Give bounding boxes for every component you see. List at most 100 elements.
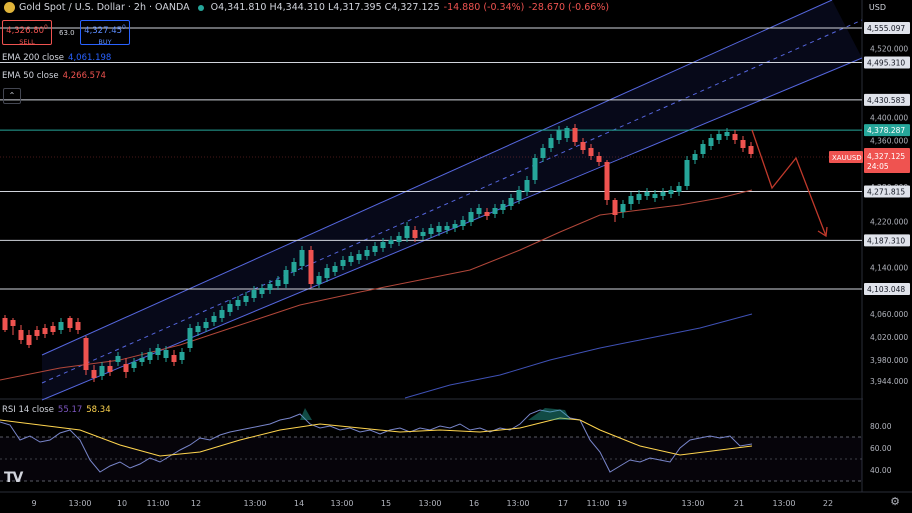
- candle-26: [211, 316, 217, 322]
- level-price-tag-0: [864, 22, 910, 34]
- level-price-tag-3: [864, 124, 910, 137]
- candle-86: [692, 154, 698, 160]
- candle-92: [740, 140, 746, 148]
- candle-41: [332, 266, 338, 272]
- time-tick-label-15: 13:00: [681, 499, 704, 508]
- countdown-label: 24:05: [867, 162, 889, 171]
- buy-label: BUY: [98, 37, 112, 46]
- candle-27: [219, 310, 225, 318]
- candle-16: [131, 362, 137, 368]
- sell-button[interactable]: 4,326.800 SELL: [2, 20, 52, 46]
- candle-20: [163, 350, 169, 358]
- candle-43: [348, 256, 354, 262]
- ema200-legend[interactable]: EMA 200 close 4,061.198: [2, 53, 111, 63]
- price-tick-label-4: 4,220.000: [870, 217, 908, 226]
- time-tick-label-16: 21: [734, 499, 744, 508]
- candle-17: [139, 358, 145, 362]
- level-price-label-1: 4,495.310: [867, 59, 905, 68]
- price-tick-label-7: 4,020.000: [870, 333, 908, 342]
- candle-68: [548, 138, 554, 148]
- candle-82: [660, 192, 666, 196]
- chevron-up-icon[interactable]: ⌃: [3, 88, 21, 104]
- time-tick-label-17: 13:00: [772, 499, 795, 508]
- candle-76: [612, 200, 618, 215]
- candle-58: [468, 212, 474, 222]
- currency-label[interactable]: USD: [868, 3, 886, 12]
- level-price-tag-2: [864, 93, 910, 106]
- candle-81: [652, 194, 658, 198]
- candle-40: [324, 268, 330, 278]
- candle-18: [147, 352, 153, 360]
- level-price-tag-5: [864, 234, 910, 247]
- symbol-title[interactable]: Gold Spot / U.S. Dollar · 2h · OANDA: [19, 2, 190, 13]
- price-tick-label-0: 4,520.000: [870, 44, 908, 53]
- candle-8: [67, 318, 73, 328]
- rsi-label: RSI 14 close: [2, 405, 54, 415]
- candle-15: [123, 364, 129, 372]
- candle-1: [10, 320, 16, 326]
- candle-71: [572, 128, 578, 142]
- candle-9: [75, 322, 81, 330]
- channel-line-1: [41, 19, 863, 384]
- time-tick-label-2: 10: [117, 499, 127, 508]
- candle-56: [452, 224, 458, 228]
- candle-3: [26, 335, 32, 345]
- rsi-tick-label-0: 80.00: [870, 422, 892, 431]
- candle-88: [708, 138, 714, 146]
- candle-37: [299, 250, 305, 266]
- candle-5: [42, 328, 48, 334]
- candle-12: [99, 366, 105, 376]
- candle-13: [107, 366, 113, 372]
- candle-87: [700, 144, 706, 154]
- candle-33: [267, 284, 273, 290]
- candle-75: [604, 162, 610, 200]
- candle-85: [684, 160, 690, 186]
- gear-icon[interactable]: ⚙: [890, 495, 900, 508]
- candle-48: [388, 240, 394, 244]
- sell-price-sup: 0: [44, 24, 48, 31]
- candle-25: [203, 322, 209, 328]
- price-tick-label-9: 3,944.000: [870, 377, 908, 386]
- candle-35: [283, 270, 289, 284]
- time-tick-label-4: 12: [191, 499, 201, 508]
- candle-73: [588, 148, 594, 156]
- ema50-legend[interactable]: EMA 50 close 4,266.574: [2, 71, 106, 81]
- candle-24: [195, 326, 201, 332]
- buy-button[interactable]: 4,327.450 BUY: [80, 20, 130, 46]
- ema200-label: EMA 200 close: [2, 53, 65, 63]
- time-tick-label-8: 15: [381, 499, 391, 508]
- time-tick-label-5: 13:00: [243, 499, 266, 508]
- rsi-line: [0, 409, 753, 473]
- time-tick-label-9: 13:00: [418, 499, 441, 508]
- level-price-tag-6: [864, 283, 910, 295]
- time-tick-label-3: 11:00: [146, 499, 169, 508]
- candle-23: [187, 328, 193, 348]
- rsi-value: 55.17: [57, 405, 83, 415]
- candle-84: [676, 186, 682, 192]
- channel-fill: [42, 0, 862, 400]
- change-value-2: -28.670 (-0.66%): [528, 2, 610, 13]
- rsi-legend[interactable]: RSI 14 close 55.17 58.34: [2, 405, 111, 415]
- ema50-label: EMA 50 close: [2, 71, 59, 81]
- candle-14: [115, 356, 121, 362]
- rsi-tick-label-1: 60.00: [870, 444, 892, 453]
- time-tick-label-6: 14: [294, 499, 304, 508]
- level-price-label-5: 4,187.310: [867, 236, 905, 245]
- buy-price-sup: 0: [122, 24, 126, 31]
- gold-symbol-icon: [4, 2, 15, 13]
- candle-83: [668, 190, 674, 194]
- level-price-label-4: 4,271.815: [867, 188, 905, 197]
- candle-93: [748, 146, 754, 154]
- tradingview-logo: TV: [4, 470, 23, 486]
- forecast-path: [751, 129, 827, 237]
- candle-46: [372, 246, 378, 252]
- candle-53: [428, 228, 434, 234]
- rsi-ma-value: 58.34: [86, 405, 111, 415]
- level-price-label-2: 4,430.583: [867, 96, 905, 105]
- candle-61: [492, 208, 498, 214]
- candle-47: [380, 242, 386, 248]
- price-tick-label-5: 4,140.000: [870, 264, 908, 273]
- candle-11: [91, 370, 97, 378]
- rsi-overbought-fill-1: [528, 408, 570, 420]
